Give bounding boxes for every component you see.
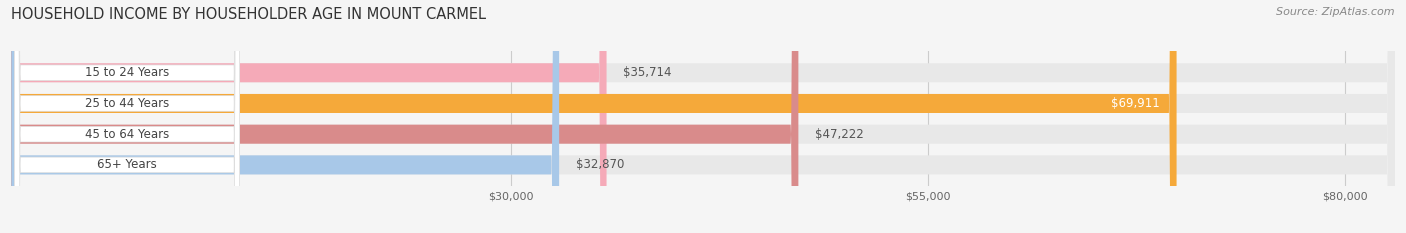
FancyBboxPatch shape [11, 0, 1395, 233]
FancyBboxPatch shape [11, 0, 1395, 233]
FancyBboxPatch shape [11, 0, 1177, 233]
FancyBboxPatch shape [11, 0, 560, 233]
Text: $32,870: $32,870 [576, 158, 624, 171]
Text: $47,222: $47,222 [815, 128, 863, 141]
Text: 25 to 44 Years: 25 to 44 Years [84, 97, 169, 110]
Text: 65+ Years: 65+ Years [97, 158, 157, 171]
FancyBboxPatch shape [11, 0, 1395, 233]
Text: 45 to 64 Years: 45 to 64 Years [84, 128, 169, 141]
FancyBboxPatch shape [14, 0, 239, 233]
FancyBboxPatch shape [11, 0, 799, 233]
Text: $69,911: $69,911 [1111, 97, 1160, 110]
FancyBboxPatch shape [11, 0, 1395, 233]
Text: Source: ZipAtlas.com: Source: ZipAtlas.com [1277, 7, 1395, 17]
FancyBboxPatch shape [14, 0, 239, 233]
FancyBboxPatch shape [14, 0, 239, 233]
FancyBboxPatch shape [14, 0, 239, 233]
FancyBboxPatch shape [11, 0, 606, 233]
Text: 15 to 24 Years: 15 to 24 Years [84, 66, 169, 79]
Text: $35,714: $35,714 [623, 66, 672, 79]
Text: HOUSEHOLD INCOME BY HOUSEHOLDER AGE IN MOUNT CARMEL: HOUSEHOLD INCOME BY HOUSEHOLDER AGE IN M… [11, 7, 486, 22]
